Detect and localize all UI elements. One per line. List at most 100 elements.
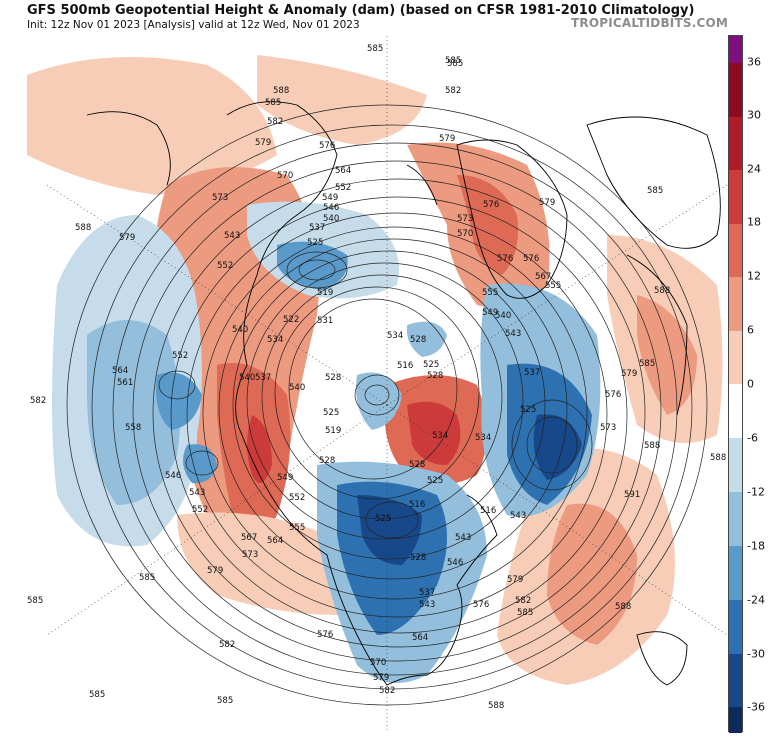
colorbar-tick-label: -18 xyxy=(747,539,765,553)
contour-label: 576 xyxy=(319,141,335,151)
contour-label: 540 xyxy=(323,214,339,224)
contour-label: 576 xyxy=(523,254,539,264)
contour-label: 555 xyxy=(545,281,561,291)
contour-label: 543 xyxy=(455,533,471,543)
contour-label: 585 xyxy=(265,98,281,108)
contour-label: 585 xyxy=(647,186,663,196)
colorbar-segment xyxy=(729,707,742,733)
contour-label: 582 xyxy=(515,596,531,606)
contour-label: 579 xyxy=(207,566,223,576)
contour-label: 540 xyxy=(239,373,255,383)
contour-label: 540 xyxy=(232,325,248,335)
contour-label: 525 xyxy=(427,476,443,486)
contour-label: 552 xyxy=(217,261,233,271)
contour-label: 522 xyxy=(283,315,299,325)
contour-label: 585 xyxy=(27,596,43,606)
contour-label: 549 xyxy=(322,193,338,203)
contour-label: 540 xyxy=(495,311,511,321)
contour-label: 528 xyxy=(325,373,341,383)
contour-label: 582 xyxy=(267,117,283,127)
contour-label: 525 xyxy=(520,405,536,415)
colorbar-segment xyxy=(729,36,742,63)
contour-label: 579 xyxy=(539,198,555,208)
contour-label: 540 xyxy=(289,383,305,393)
contour-label: 570 xyxy=(457,229,473,239)
contour-label: 588 xyxy=(654,286,670,296)
contour-label: 579 xyxy=(373,673,389,683)
contour-label: 528 xyxy=(409,460,425,470)
contour-label: 573 xyxy=(600,423,616,433)
contour-label: 576 xyxy=(497,254,513,264)
contour-label: 537 xyxy=(419,588,435,598)
contour-label: 537 xyxy=(309,223,325,233)
contour-label: 534 xyxy=(387,331,403,341)
contour-label: 528 xyxy=(427,371,443,381)
contour-label: 537 xyxy=(255,373,271,383)
negative-anomalies xyxy=(52,201,601,683)
colorbar-tick-label: 36 xyxy=(747,55,761,69)
colorbar-tick-label: -12 xyxy=(747,485,765,499)
height-contours xyxy=(66,104,708,706)
colorbar-segment xyxy=(729,331,742,384)
contour-label: 567 xyxy=(535,272,551,282)
contour-label: 591 xyxy=(624,490,640,500)
contour-label: 573 xyxy=(212,193,228,203)
colorbar-tick-label: 18 xyxy=(747,215,761,229)
contour-label: 564 xyxy=(112,366,128,376)
colorbar-tick-label: -6 xyxy=(747,431,758,445)
contour-label: 588 xyxy=(644,441,660,451)
colorbar-segment xyxy=(729,654,742,707)
contour-label: 579 xyxy=(439,134,455,144)
contour-label: 585 xyxy=(367,44,383,54)
contour-label: 585 xyxy=(517,608,533,618)
contour-label: 579 xyxy=(621,369,637,379)
contour-label: 585 xyxy=(447,59,463,69)
height-anomaly-map: 588 579 564 561 558 546 543 552 552 588 … xyxy=(27,35,728,732)
contour-label: 555 xyxy=(482,288,498,298)
contour-label: 585 xyxy=(89,690,105,700)
colorbar-segment xyxy=(729,384,742,438)
contour-label: 579 xyxy=(507,575,523,585)
colorbar-segment xyxy=(729,277,742,331)
coastlines xyxy=(86,101,721,686)
contour-label: 543 xyxy=(510,511,526,521)
contour-label: 525 xyxy=(423,360,439,370)
contour-label: 537 xyxy=(524,368,540,378)
contour-label: 564 xyxy=(267,536,283,546)
contour-label: 582 xyxy=(219,640,235,650)
contour-label: 564 xyxy=(412,633,428,643)
page-title: GFS 500mb Geopotential Height & Anomaly … xyxy=(27,3,695,18)
colorbar-segment xyxy=(729,224,742,277)
contour-label: 576 xyxy=(605,390,621,400)
colorbar-tick-label: 30 xyxy=(747,108,761,122)
contour-label: 516 xyxy=(409,500,425,510)
contour-label: 525 xyxy=(375,514,391,524)
contour-label: 543 xyxy=(419,600,435,610)
colorbar-segment xyxy=(729,600,742,654)
colorbar-segment xyxy=(729,63,742,117)
colorbar-segment xyxy=(729,492,742,546)
contour-label: 543 xyxy=(505,329,521,339)
contour-label: 549 xyxy=(482,308,498,318)
contour-label: 588 xyxy=(75,223,91,233)
contour-label: 516 xyxy=(480,506,496,516)
contour-label: 573 xyxy=(242,550,258,560)
contour-label: 588 xyxy=(710,453,726,463)
contour-label: 555 xyxy=(289,523,305,533)
contour-label: 546 xyxy=(447,558,463,568)
contour-label: 588 xyxy=(615,602,631,612)
contour-label: 582 xyxy=(445,86,461,96)
colorbar-tick-label: -36 xyxy=(747,700,765,714)
contour-label: 576 xyxy=(317,630,333,640)
contour-label: 588 xyxy=(488,701,504,711)
anomaly-colorbar xyxy=(728,35,743,733)
contour-label: 582 xyxy=(379,686,395,696)
positive-anomalies xyxy=(27,55,723,685)
contour-label: 573 xyxy=(457,214,473,224)
contour-label: 576 xyxy=(483,200,499,210)
contour-label: 543 xyxy=(189,488,205,498)
contour-label: 552 xyxy=(172,351,188,361)
contour-label: 552 xyxy=(289,493,305,503)
colorbar-tick-label: -24 xyxy=(747,593,765,607)
contour-label: 525 xyxy=(323,408,339,418)
